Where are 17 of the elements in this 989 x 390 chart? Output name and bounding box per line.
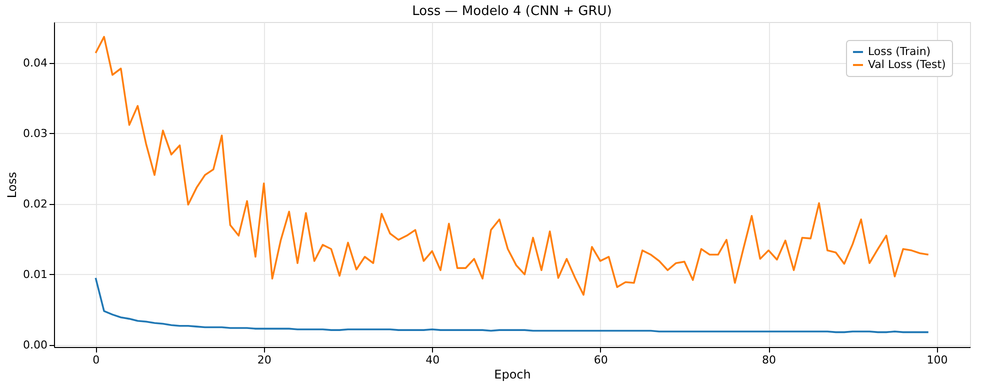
x-tick-label: 0 <box>92 354 100 366</box>
chart-title: Loss — Modelo 4 (CNN + GRU) <box>412 4 612 19</box>
x-axis-title: Epoch <box>494 368 531 382</box>
y-tick-label: 0.02 <box>23 197 48 210</box>
legend-label: Val Loss (Test) <box>868 58 946 71</box>
y-tick-label: 0.03 <box>23 126 48 140</box>
y-tick-label: 0.00 <box>23 338 48 352</box>
legend-label: Loss (Train) <box>868 45 931 58</box>
y-axis-title: Loss <box>5 172 20 198</box>
y-tick-label: 0.04 <box>23 56 48 70</box>
y-tick-label: 0.01 <box>23 268 48 281</box>
x-tick-label: 40 <box>426 354 440 366</box>
x-tick-label: 20 <box>257 354 272 366</box>
x-tick-label: 100 <box>926 354 948 366</box>
x-tick-label: 60 <box>594 354 608 366</box>
line-series <box>94 277 930 334</box>
x-tick-label: 80 <box>762 354 776 366</box>
